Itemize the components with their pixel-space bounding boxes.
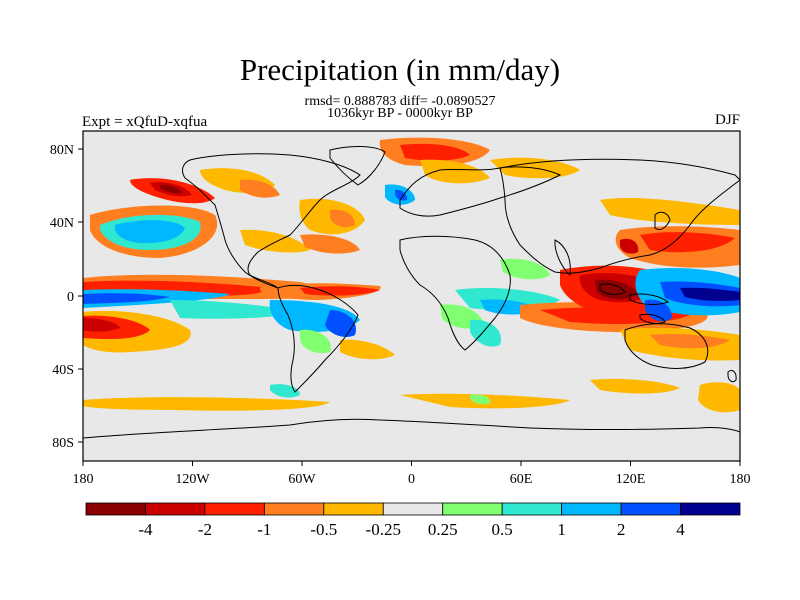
season-label: DJF xyxy=(714,112,740,128)
colorbar-label: 0.5 xyxy=(492,520,513,539)
colorbar-label: -2 xyxy=(198,520,212,539)
lon-label-120e: 120E xyxy=(616,472,646,487)
anomaly-field xyxy=(83,137,740,413)
lat-label-80s: 80S xyxy=(52,436,74,451)
lat-label-80n: 80N xyxy=(50,143,74,158)
colorbar-label: -0.25 xyxy=(366,520,401,539)
lon-label-0: 0 xyxy=(408,472,415,487)
colorbar-swatch xyxy=(382,502,444,516)
colorbar-swatch xyxy=(145,502,206,516)
colorbar-swatch xyxy=(204,502,265,516)
colorbar-swatch xyxy=(680,502,741,516)
colorbar-swatch xyxy=(501,502,563,516)
colorbar-label: 2 xyxy=(617,520,626,539)
stats-line: rmsd= 0.888783 diff= -0.0890527 xyxy=(304,94,496,109)
lon-label-60w: 60W xyxy=(288,472,316,487)
longitude-axis: 180 120W 60W 0 60E 120E 180 xyxy=(73,461,751,487)
coastlines xyxy=(83,146,740,439)
experiment-label: Expt = xQfuD-xqfua xyxy=(82,114,208,130)
colorbar-swatch xyxy=(442,502,503,516)
lat-label-0: 0 xyxy=(67,290,74,305)
colorbar-swatch xyxy=(620,502,681,516)
colorbar-label: 1 xyxy=(557,520,566,539)
colorbar-swatch xyxy=(323,502,384,516)
lat-label-40s: 40S xyxy=(52,363,74,378)
lon-label-60e: 60E xyxy=(510,472,533,487)
map-title: Precipitation (in mm/day) xyxy=(239,52,561,87)
colorbar: -4 -2 -1 -0.5 -0.25 0.25 0.5 1 2 4 xyxy=(85,502,741,539)
colorbar-swatch xyxy=(561,502,622,516)
colorbar-label: 4 xyxy=(676,520,685,539)
lon-label-180w: 180 xyxy=(73,472,94,487)
colorbar-label: 0.25 xyxy=(428,520,458,539)
period-line: 1036kyr BP - 0000kyr BP xyxy=(327,106,473,121)
colorbar-label: -4 xyxy=(138,520,153,539)
lon-label-180e: 180 xyxy=(730,472,751,487)
colorbar-swatch xyxy=(85,502,146,516)
lon-label-120w: 120W xyxy=(175,472,210,487)
colorbar-label: -0.5 xyxy=(310,520,337,539)
colorbar-swatch xyxy=(263,502,325,516)
lat-label-40n: 40N xyxy=(50,216,74,231)
colorbar-label: -1 xyxy=(257,520,271,539)
latitude-axis: 80N 40N 0 40S 80S xyxy=(50,143,83,451)
